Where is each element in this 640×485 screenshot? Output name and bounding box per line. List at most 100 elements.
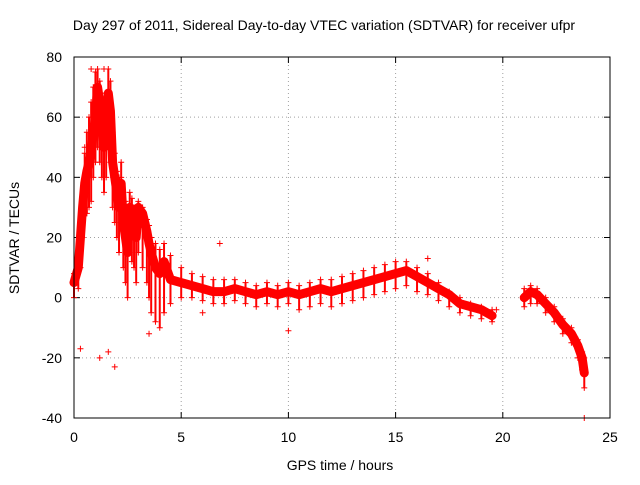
data-point-upper	[128, 195, 135, 202]
y-tick-label: -20	[42, 350, 62, 366]
data-point-upper	[328, 276, 335, 283]
data-point-lower	[188, 294, 195, 301]
x-tick-label: 5	[177, 429, 185, 445]
data-point-upper	[178, 264, 185, 271]
data-point-lower	[231, 297, 238, 304]
outlier-point	[88, 66, 95, 73]
data-point-upper	[94, 66, 101, 73]
x-tick-label: 25	[602, 429, 618, 445]
axis-ticks: -40 -20 0 20 40 60 80 0 5 10 15 20 25	[42, 49, 618, 445]
data-point-lower	[148, 309, 155, 316]
data-point-lower	[534, 300, 541, 307]
data-point-upper	[96, 78, 103, 85]
outlier-point	[77, 345, 84, 352]
outlier-point	[146, 330, 153, 337]
data-point-upper	[339, 273, 345, 280]
data-point-upper	[360, 267, 367, 274]
data-point-lower	[263, 300, 270, 307]
plot-frame	[73, 56, 611, 419]
data-point-lower	[199, 297, 206, 304]
data-point-lower	[253, 303, 260, 310]
data-point-lower	[527, 300, 534, 307]
y-tick-label: 20	[46, 230, 62, 246]
data-point-lower	[478, 315, 485, 322]
data-point-upper	[231, 276, 238, 283]
data-point-upper	[242, 279, 249, 286]
data-point-lower	[116, 249, 123, 256]
data-point-lower	[221, 300, 228, 307]
data-point-lower	[210, 300, 217, 307]
data-point-lower	[167, 300, 174, 307]
data-point-upper	[253, 282, 260, 289]
data-point-upper	[161, 240, 168, 247]
data-point-lower	[392, 285, 399, 292]
data-point-lower	[285, 300, 292, 307]
data-point-lower	[446, 303, 453, 310]
y-tick-label: 40	[46, 169, 62, 185]
outlier-point	[105, 348, 112, 355]
data-point-upper	[210, 276, 217, 283]
data-point-lower	[456, 309, 463, 316]
data-point-upper	[167, 252, 174, 259]
data-point-upper	[424, 270, 431, 277]
data-point-lower	[381, 288, 388, 295]
data-point-lower	[542, 309, 549, 316]
x-tick-label: 15	[388, 429, 404, 445]
x-tick-label: 10	[281, 429, 297, 445]
data-point-upper	[521, 285, 528, 292]
outlier-point	[111, 363, 118, 370]
data-point-lower	[152, 318, 159, 325]
data-point-lower	[133, 279, 140, 286]
outlier-point	[199, 309, 206, 316]
grid	[74, 57, 610, 418]
data-point-upper	[274, 282, 281, 289]
outlier-point	[101, 66, 108, 73]
data-point-lower	[139, 264, 146, 271]
data-point-lower	[371, 291, 378, 298]
data-points	[69, 66, 589, 421]
data-point-lower	[88, 198, 95, 205]
data-point-upper	[403, 258, 410, 265]
data-point-lower	[559, 330, 566, 337]
data-point-upper	[296, 282, 303, 289]
data-point-lower	[296, 306, 303, 313]
y-tick-label: 80	[46, 49, 62, 65]
data-point-lower	[360, 294, 367, 301]
data-point-upper	[392, 258, 399, 265]
data-point-upper	[118, 159, 125, 166]
data-point-upper	[349, 270, 356, 277]
outlier-point	[96, 354, 103, 361]
data-point-lower	[90, 174, 97, 181]
data-point-lower	[101, 189, 108, 196]
x-tick-label: 0	[70, 429, 78, 445]
data-point-upper	[263, 279, 270, 286]
data-point-lower	[124, 294, 131, 301]
data-point-lower	[424, 291, 431, 298]
data-point-lower	[317, 300, 324, 307]
data-point-lower	[135, 249, 142, 256]
data-point-upper	[414, 264, 421, 271]
data-point-lower	[103, 174, 110, 181]
data-point-lower	[156, 324, 163, 331]
data-point-upper	[126, 189, 133, 196]
data-point-upper	[188, 270, 195, 277]
outlier-point	[493, 306, 500, 313]
outlier-point	[424, 255, 431, 262]
data-point-lower	[306, 303, 313, 310]
outlier-point	[285, 327, 292, 334]
data-point-lower	[349, 297, 356, 304]
y-tick-label: 60	[46, 109, 62, 125]
chart-title: Day 297 of 2011, Sidereal Day-to-day VTE…	[73, 17, 575, 33]
data-point-lower	[178, 294, 185, 301]
data-point-lower	[161, 309, 168, 316]
data-point-upper	[317, 276, 324, 283]
data-point-lower	[75, 285, 82, 292]
data-point-upper	[285, 279, 292, 286]
data-point-lower	[581, 384, 588, 391]
data-point-lower	[414, 288, 421, 295]
outlier-point	[216, 240, 223, 247]
y-axis-label: SDTVAR / TECUs	[6, 182, 22, 294]
data-point-upper	[221, 276, 228, 283]
